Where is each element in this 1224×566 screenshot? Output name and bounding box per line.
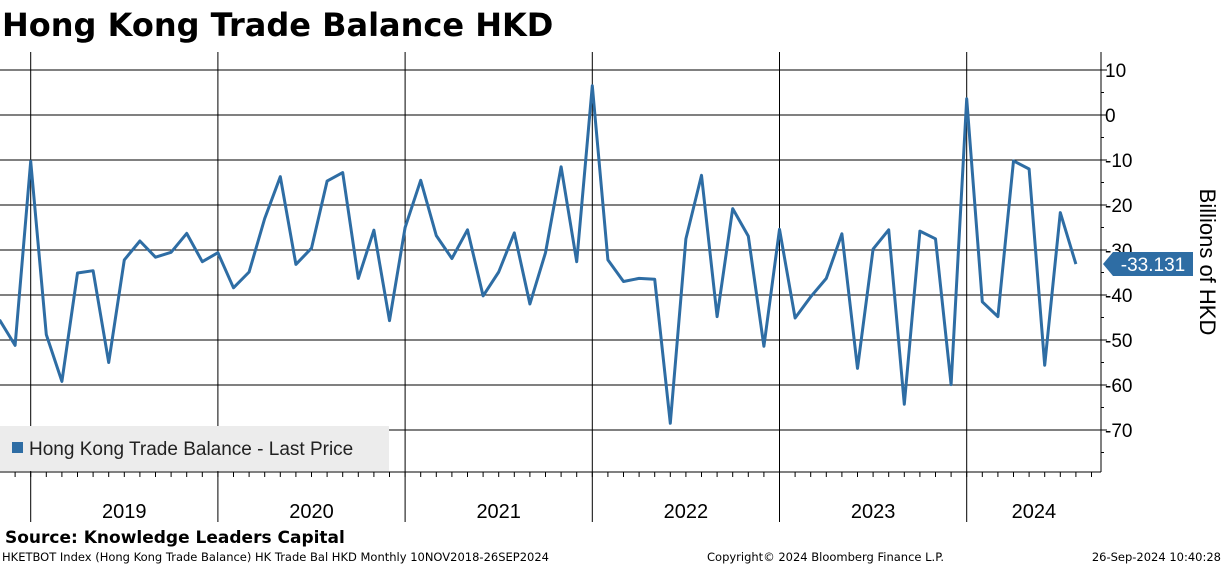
legend-swatch [12,442,23,453]
source-text: Source: Knowledge Leaders Capital [5,528,345,548]
x-tick-label-year: 2020 [289,501,334,523]
x-tick-label-year: 2023 [851,501,896,523]
y-tick-label: -10 [1105,151,1132,172]
chart-title: Hong Kong Trade Balance HKD [2,6,553,44]
y-tick-label: -70 [1105,421,1132,442]
x-tick-label-year: 2021 [476,501,521,523]
copyright-text: Copyright© 2024 Bloomberg Finance L.P. [707,550,944,564]
legend-label: Hong Kong Trade Balance - Last Price [29,439,353,460]
y-tick-label: 10 [1105,61,1126,82]
y-tick-label: -40 [1105,286,1132,307]
series-line-group [0,84,1078,425]
y-tick-label: -20 [1105,196,1132,217]
last-value-marker: -33.131 [1103,252,1193,276]
month-ticks [14,472,1092,477]
y-tick-label: 0 [1105,106,1116,127]
series-line [0,84,1078,425]
x-tick-label-year: 2019 [102,501,147,523]
legend: Hong Kong Trade Balance - Last Price [0,426,389,471]
x-tick-label-year: 2024 [1012,501,1057,523]
plot-area: 100-10-20-30-40-50-60-70 [0,52,1132,522]
x-axis: 2019 2020 2021 2022 2023 2024 [0,471,1101,523]
legend-box [0,426,389,471]
ticker-info: HKETBOT Index (Hong Kong Trade Balance) … [2,550,549,564]
y-tick-label: -60 [1105,376,1132,397]
year-labels: 2019 2020 2021 2022 2023 2024 [102,501,1056,523]
last-value-label: -33.131 [1121,255,1185,276]
timestamp-text: 26-Sep-2024 10:40:28 [1092,550,1221,564]
y-tick-label: -50 [1105,331,1132,352]
y-axis-label: Billions of HKD [1195,189,1220,336]
last-value-badge [1103,252,1193,276]
x-tick-label-year: 2022 [664,501,709,523]
